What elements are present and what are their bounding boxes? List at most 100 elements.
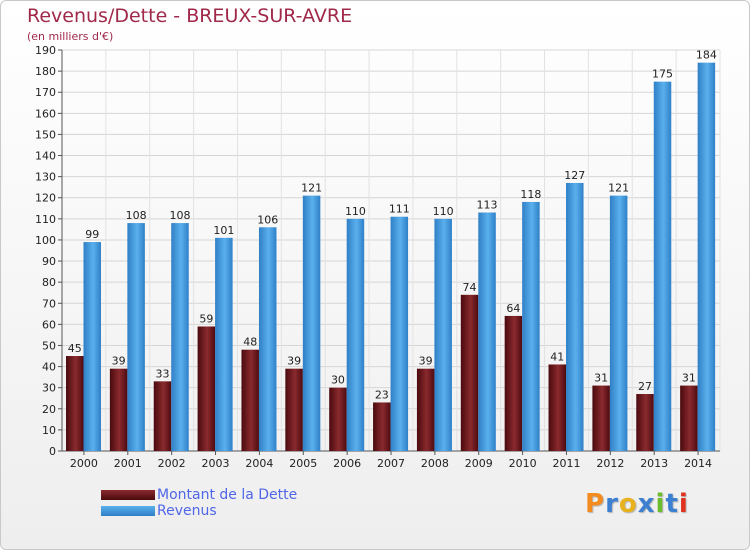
- legend: Montant de la Dette Revenus: [101, 487, 297, 519]
- bar-dette: [197, 326, 216, 451]
- data-labels: 45 99 39 108 33 108 59 101 48 106 39 121 30 110 23 111 3…: [68, 49, 717, 402]
- data-label-dette: 74: [463, 281, 477, 294]
- y-tick-label: 60: [42, 318, 56, 331]
- data-label-dette: 39: [287, 355, 301, 368]
- x-tick-label: 2010: [509, 457, 537, 470]
- x-tick-label: 2009: [465, 457, 493, 470]
- data-label-dette: 33: [155, 367, 169, 380]
- data-label-dette: 31: [682, 372, 696, 385]
- y-tick-label: 110: [35, 213, 56, 226]
- bar-dette: [373, 402, 391, 451]
- x-tick-label: 2003: [202, 457, 230, 470]
- y-tick-label: 140: [35, 150, 56, 163]
- proxiti-logo: Proxiti: [585, 489, 689, 519]
- logo-letter: i: [655, 489, 666, 519]
- data-label-dette: 64: [506, 302, 520, 315]
- bar-revenus: [302, 195, 321, 451]
- data-label-revenus: 108: [126, 209, 147, 222]
- y-tick-label: 160: [35, 107, 56, 120]
- x-tick-label: 2007: [377, 457, 405, 470]
- data-label-dette: 41: [550, 350, 564, 363]
- legend-label-revenus: Revenus: [157, 503, 217, 519]
- legend-label-dette: Montant de la Dette: [157, 487, 298, 503]
- y-tick-label: 100: [35, 234, 56, 247]
- data-label-dette: 39: [112, 355, 126, 368]
- y-tick-label: 190: [35, 44, 56, 57]
- bar-dette: [329, 387, 347, 451]
- y-tick-label: 10: [42, 424, 56, 437]
- bar-revenus: [171, 223, 189, 451]
- x-tick-label: 2006: [333, 457, 361, 470]
- y-tick-label: 170: [35, 86, 56, 99]
- bar-dette: [504, 315, 523, 451]
- legend-swatch-revenus: [101, 506, 155, 516]
- bar-dette: [680, 385, 698, 451]
- x-tick-label: 2013: [640, 457, 668, 470]
- data-label-revenus: 99: [85, 228, 99, 241]
- logo-letter: P: [585, 489, 606, 519]
- data-label-revenus: 108: [169, 209, 190, 222]
- bar-revenus: [127, 223, 145, 451]
- legend-swatch-dette: [101, 490, 155, 500]
- bar-revenus: [609, 195, 628, 451]
- data-label-revenus: 127: [564, 169, 585, 182]
- data-label-revenus: 175: [652, 68, 673, 81]
- data-label-revenus: 118: [520, 188, 541, 201]
- y-tick-label: 120: [35, 192, 56, 205]
- data-label-dette: 39: [419, 355, 433, 368]
- y-tick-label: 90: [42, 255, 56, 268]
- data-label-revenus: 121: [301, 182, 322, 195]
- bar-dette: [592, 385, 610, 451]
- y-tick-label: 50: [42, 339, 56, 352]
- bar-revenus: [434, 218, 452, 451]
- bar-revenus: [653, 81, 672, 451]
- bars: [66, 62, 716, 452]
- y-tick-label: 80: [42, 276, 56, 289]
- bar-dette: [66, 356, 84, 451]
- bar-revenus: [566, 182, 584, 451]
- logo-letter: i: [678, 489, 689, 519]
- y-tick-label: 40: [42, 361, 56, 374]
- data-label-revenus: 101: [213, 224, 234, 237]
- legend-item-revenus: Revenus: [101, 503, 297, 519]
- bar-revenus: [522, 201, 540, 451]
- x-tick-label: 2002: [158, 457, 186, 470]
- data-label-revenus: 110: [433, 205, 454, 218]
- data-label-revenus: 106: [257, 213, 278, 226]
- logo-letter: t: [665, 489, 679, 519]
- x-tick-label: 2001: [114, 457, 142, 470]
- y-tick-label: 30: [42, 382, 56, 395]
- chart-title: Revenus/Dette - BREUX-SUR-AVRE: [27, 5, 353, 27]
- bar-dette: [460, 294, 479, 451]
- y-tick-label: 150: [35, 128, 56, 141]
- x-tick-label: 2008: [421, 457, 449, 470]
- y-tick-label: 0: [49, 445, 56, 458]
- bar-revenus: [258, 227, 277, 451]
- data-label-revenus: 113: [477, 199, 498, 212]
- data-label-dette: 31: [594, 372, 608, 385]
- axes: 0 10 20 30 40 50 60 70 80 90 100 110 120 130 140 150 160…: [35, 44, 720, 470]
- x-tick-label: 2005: [289, 457, 317, 470]
- bar-revenus: [83, 242, 101, 451]
- bar-dette: [285, 368, 303, 451]
- x-tick-label: 2000: [70, 457, 98, 470]
- logo-letter: o: [618, 489, 638, 519]
- y-tick-label: 180: [35, 65, 56, 78]
- bar-dette: [416, 368, 435, 451]
- data-label-dette: 27: [638, 380, 652, 393]
- bar-dette: [109, 368, 128, 451]
- bar-dette: [153, 381, 172, 451]
- legend-item-dette: Montant de la Dette: [101, 487, 297, 503]
- logo-letter: r: [605, 489, 619, 519]
- bar-dette: [548, 364, 567, 451]
- data-label-revenus: 111: [389, 203, 410, 216]
- data-label-revenus: 121: [608, 182, 629, 195]
- data-label-dette: 48: [243, 336, 257, 349]
- x-tick-label: 2011: [552, 457, 580, 470]
- bar-revenus: [697, 62, 716, 452]
- bar-revenus: [478, 212, 496, 451]
- data-label-dette: 30: [331, 374, 345, 387]
- y-tick-label: 70: [42, 297, 56, 310]
